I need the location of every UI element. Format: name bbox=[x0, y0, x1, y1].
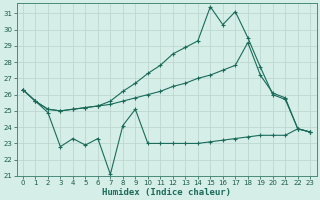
X-axis label: Humidex (Indice chaleur): Humidex (Indice chaleur) bbox=[102, 188, 231, 197]
